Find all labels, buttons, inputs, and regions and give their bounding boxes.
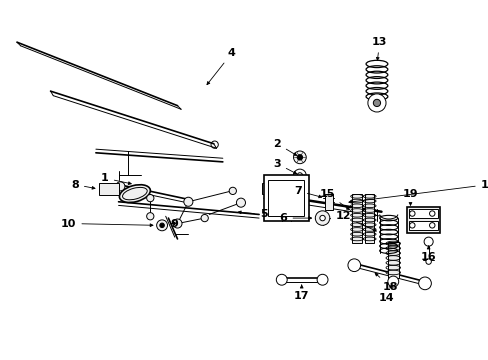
- Circle shape: [319, 215, 325, 221]
- Bar: [408, 209, 437, 218]
- Circle shape: [423, 237, 432, 246]
- Circle shape: [297, 154, 302, 160]
- Circle shape: [293, 169, 305, 182]
- Circle shape: [372, 99, 380, 107]
- Text: 2: 2: [273, 139, 296, 156]
- Text: 12: 12: [335, 211, 376, 231]
- Circle shape: [276, 274, 286, 285]
- Circle shape: [116, 182, 124, 191]
- Text: 9: 9: [170, 219, 178, 229]
- Circle shape: [201, 215, 208, 222]
- Text: 1: 1: [101, 173, 131, 185]
- Bar: [406, 207, 439, 233]
- Circle shape: [387, 276, 398, 287]
- Ellipse shape: [119, 185, 150, 202]
- Circle shape: [146, 194, 154, 202]
- Text: 6: 6: [279, 213, 311, 223]
- Bar: [352, 194, 361, 243]
- Text: 14: 14: [377, 285, 393, 303]
- Text: 4: 4: [206, 48, 235, 85]
- Bar: [99, 183, 118, 195]
- Bar: [261, 183, 276, 194]
- Text: 13: 13: [371, 37, 386, 60]
- Text: 3: 3: [273, 159, 296, 174]
- Text: 18: 18: [374, 273, 398, 292]
- Circle shape: [347, 259, 360, 271]
- Circle shape: [183, 197, 192, 206]
- Circle shape: [293, 151, 305, 164]
- Circle shape: [160, 223, 164, 228]
- Text: 7: 7: [294, 186, 321, 198]
- Text: 16: 16: [420, 246, 436, 262]
- Text: 8: 8: [71, 180, 95, 189]
- Text: 11: 11: [348, 180, 488, 203]
- Text: 5: 5: [238, 210, 267, 220]
- Circle shape: [156, 220, 167, 231]
- Circle shape: [173, 219, 182, 228]
- Bar: [263, 175, 308, 221]
- Circle shape: [317, 274, 327, 285]
- Circle shape: [229, 187, 236, 194]
- Circle shape: [297, 173, 302, 178]
- Circle shape: [236, 198, 245, 207]
- Circle shape: [146, 213, 154, 220]
- Bar: [387, 242, 398, 278]
- Text: 19: 19: [402, 189, 417, 205]
- Text: 17: 17: [293, 285, 309, 301]
- Circle shape: [418, 277, 430, 290]
- Bar: [408, 221, 437, 230]
- Bar: [325, 194, 332, 210]
- Text: 10: 10: [61, 219, 153, 229]
- Bar: [365, 194, 373, 243]
- Circle shape: [425, 259, 430, 264]
- Circle shape: [367, 94, 385, 112]
- Bar: [267, 180, 304, 216]
- Circle shape: [315, 211, 329, 225]
- Text: 15: 15: [319, 189, 349, 210]
